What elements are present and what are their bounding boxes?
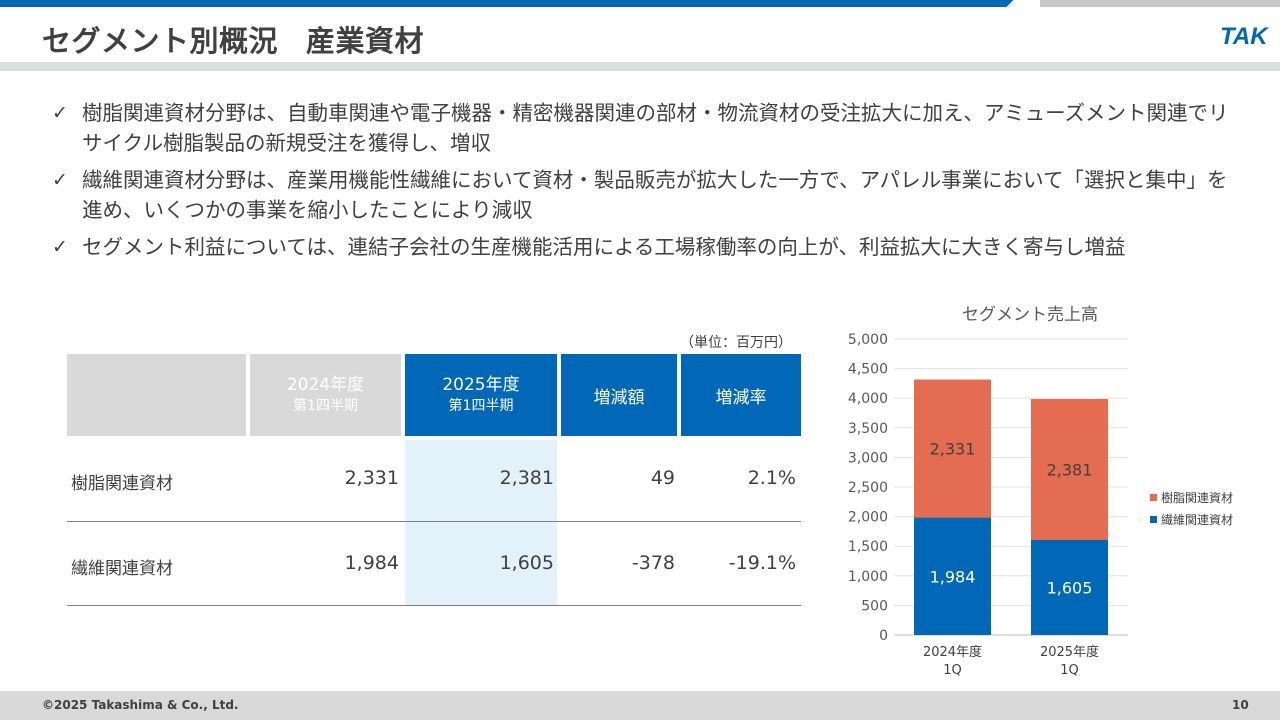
legend-swatch-fiber [1150, 515, 1157, 523]
chart-bar-segment [914, 379, 991, 518]
segment-table: 2024年度 第1四半期 2025年度 第1四半期 増減額 増減率 樹脂関連資材… [67, 354, 801, 607]
chart-y-tick-label: 2,500 [848, 480, 888, 496]
page-title-sub: 産業資材 [306, 24, 425, 58]
table-cell-2025: 2,381 [499, 467, 554, 489]
bullet-text: 繊維関連資材分野は、産業用機能性繊維において資材・製品販売が拡大した一方で、アパ… [82, 168, 1228, 222]
chart-y-tick-label: 5,000 [848, 332, 888, 348]
table-cell-diff: 49 [650, 467, 675, 489]
chart-x-tick-label: 2024年度 [923, 644, 982, 660]
page-title: セグメント別概況 産業資材 [42, 18, 424, 60]
chart-bar-segment [1031, 539, 1108, 635]
chart-y-tick-label: 2,000 [848, 510, 888, 526]
chart-y-tick-label: 3,500 [848, 421, 888, 437]
table-header-2024-year: 2024年度 [286, 375, 365, 395]
top-accent-bar [0, 0, 1030, 7]
chart-x-tick-label: 1Q [1060, 663, 1079, 678]
copyright-text: ©2025 Takashima & Co., Ltd. [42, 698, 239, 712]
chart-data-label: 2,331 [930, 440, 976, 459]
table-cell-rate: 2.1% [747, 467, 796, 489]
legend-item-resin: 樹脂関連資材 [1150, 486, 1233, 508]
table-header-diff: 増減額 [561, 354, 677, 436]
checkmark-icon: ✓ [52, 102, 68, 124]
table-cell-2025: 1,605 [499, 552, 554, 574]
checkmark-icon: ✓ [52, 236, 68, 258]
chart-y-tick-label: 3,000 [848, 450, 888, 466]
table-row-divider [67, 521, 801, 522]
bullet-item: ✓ セグメント利益については、連結子会社の生産機能活用による工場稼働率の向上が、… [52, 232, 1242, 262]
title-divider [0, 62, 1280, 71]
company-logo: TAK [1220, 23, 1269, 50]
bullet-text: 樹脂関連資材分野は、自動車関連や電子機器・精密機器関連の部材・物流資材の受注拡大… [82, 101, 1229, 155]
bullet-text: セグメント利益については、連結子会社の生産機能活用による工場稼働率の向上が、利益… [82, 235, 1126, 259]
chart-x-tick-label: 2025年度 [1040, 644, 1099, 660]
bullet-item: ✓ 繊維関連資材分野は、産業用機能性繊維において資材・製品販売が拡大した一方で、… [52, 165, 1242, 225]
footer-bar [0, 691, 1280, 720]
table-header-2025-year: 2025年度 [442, 375, 520, 395]
table-row-label: 繊維関連資材 [71, 559, 173, 579]
top-accent-gray [1040, 0, 1280, 7]
chart-bar-segment [914, 517, 991, 635]
chart-bar-segment [1031, 399, 1108, 540]
table-cell-rate: -19.1% [728, 552, 796, 574]
bullet-item: ✓ 樹脂関連資材分野は、自動車関連や電子機器・精密機器関連の部材・物流資材の受注… [52, 98, 1242, 158]
chart-y-tick-label: 1,000 [848, 569, 888, 585]
table-header-rate: 増減率 [681, 354, 801, 436]
legend-swatch-resin [1150, 493, 1157, 501]
table-header-2025-period: 第1四半期 [448, 398, 514, 414]
table-row-label: 樹脂関連資材 [71, 474, 173, 494]
chart-data-label: 2,381 [1047, 461, 1093, 480]
page-number: 10 [1232, 698, 1249, 712]
table-header-2024: 2024年度 第1四半期 [250, 354, 401, 436]
chart-y-tick-label: 0 [879, 628, 888, 644]
checkmark-icon: ✓ [52, 169, 68, 191]
page-title-main: セグメント別概況 [42, 24, 279, 58]
chart-x-tick-label: 1Q [943, 663, 962, 678]
table-header-2024-period: 第1四半期 [293, 398, 358, 414]
chart-y-tick-label: 500 [861, 598, 888, 614]
legend-label-fiber: 繊維関連資材 [1161, 512, 1234, 527]
table-row-divider [67, 605, 801, 606]
chart-y-tick-label: 4,000 [848, 391, 888, 407]
segment-sales-chart: 0 500 1,000 1,500 2,000 2,500 3,000 3,500 4,000 4… [848, 332, 1128, 678]
chart-y-tick-label: 4,500 [848, 362, 888, 378]
chart-title: セグメント売上高 [962, 305, 1098, 325]
bullet-list: ✓ 樹脂関連資材分野は、自動車関連や電子機器・精密機器関連の部材・物流資材の受注… [52, 98, 1242, 269]
table-header-2025: 2025年度 第1四半期 [405, 354, 557, 436]
table-cell-2024: 1,984 [344, 552, 399, 574]
company-logo-text: TAK [1220, 23, 1269, 50]
table-cell-diff: -378 [631, 552, 675, 574]
highlight-column-2025 [405, 440, 557, 605]
legend-item-fiber: 繊維関連資材 [1150, 508, 1233, 530]
legend-label-resin: 樹脂関連資材 [1161, 490, 1234, 505]
table-header-blank [67, 354, 246, 436]
chart-y-tick-label: 1,500 [848, 539, 888, 555]
chart-data-label: 1,984 [930, 567, 976, 586]
table-unit-note: （単位：百万円） [680, 335, 792, 351]
table-cell-2024: 2,331 [344, 467, 399, 489]
chart-data-label: 1,605 [1047, 578, 1093, 597]
chart-legend: 樹脂関連資材 繊維関連資材 [1150, 486, 1233, 530]
